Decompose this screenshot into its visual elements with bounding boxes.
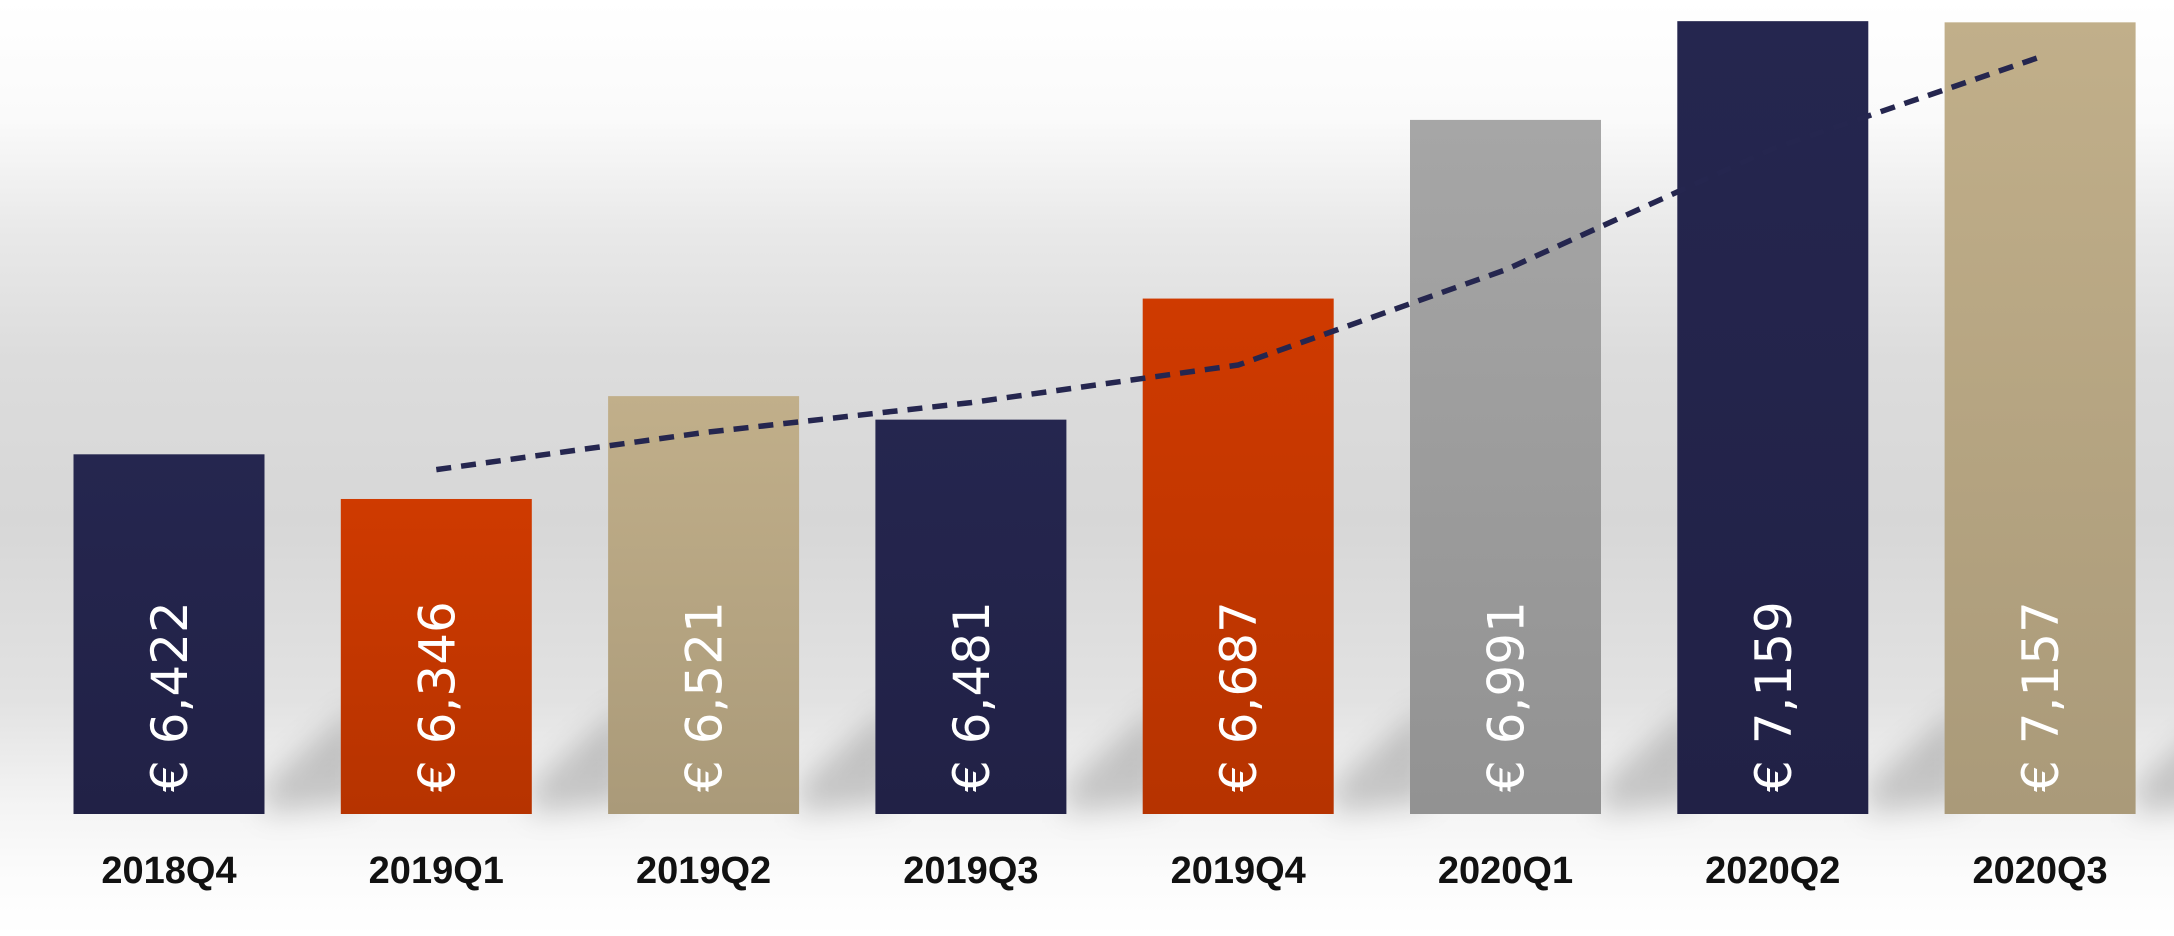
- bar-shadows: [264, 704, 2174, 814]
- category-label-2019q1: 2019Q1: [369, 850, 504, 892]
- bar-value-label-2019q4: € 6,687: [1210, 601, 1268, 792]
- category-label-2020q2: 2020Q2: [1705, 850, 1840, 892]
- category-label-2020q3: 2020Q3: [1972, 850, 2107, 892]
- category-label-2019q2: 2019Q2: [636, 850, 771, 892]
- bar-2019q3: [875, 419, 1067, 814]
- bar-value-label-2018q4: € 6,422: [141, 601, 199, 792]
- category-label-2018q4: 2018Q4: [101, 850, 236, 892]
- bar-2018q4: [73, 454, 265, 814]
- bar-shadow-2018q4: [264, 704, 360, 814]
- category-label-2020q1: 2020Q1: [1438, 850, 1573, 892]
- bar-2020q3: [1944, 22, 2136, 815]
- bar-value-label-2019q3: € 6,481: [943, 601, 1001, 792]
- category-label-2019q4: 2019Q4: [1171, 850, 1306, 892]
- bar-2019q4: [1142, 298, 1334, 815]
- category-labels: 2018Q4 2019Q1 2019Q2 2019Q3 2019Q4 2020Q1 2020…: [101, 850, 2107, 892]
- category-label-2019q3: 2019Q3: [903, 850, 1038, 892]
- bar-value-label-2019q2: € 6,521: [676, 601, 734, 792]
- bar-2020q1: [1410, 119, 1601, 815]
- bar-shadow-2020q3: [2135, 751, 2174, 814]
- bar-shadow-2020q1: [1601, 704, 1696, 814]
- bar-2019q1: [340, 498, 532, 814]
- bars: [73, 21, 2136, 815]
- value-labels: € 6,422 € 6,346 € 6,521 € 6,481 € 6,687 € 6,9…: [141, 601, 2070, 792]
- bar-value-label-2020q1: € 6,991: [1478, 601, 1536, 792]
- bar-2019q2: [608, 396, 800, 814]
- bar-value-label-2020q3: € 7,157: [2012, 601, 2070, 792]
- bar-shadow-2020q2: [1868, 704, 1964, 814]
- trend-line-group: [435, 54, 2041, 473]
- bar-value-label-2019q1: € 6,346: [408, 601, 466, 792]
- bar-shadow-2019q1: [531, 704, 627, 814]
- bar-2020q2: [1677, 21, 1869, 814]
- bar-value-label-2020q2: € 7,159: [1745, 601, 1803, 792]
- bar-shadow-2019q2: [799, 704, 895, 814]
- bar-shadow-2019q4: [1333, 704, 1429, 814]
- trend-line: [435, 54, 2041, 473]
- bar-shadow-2019q3: [1066, 704, 1162, 814]
